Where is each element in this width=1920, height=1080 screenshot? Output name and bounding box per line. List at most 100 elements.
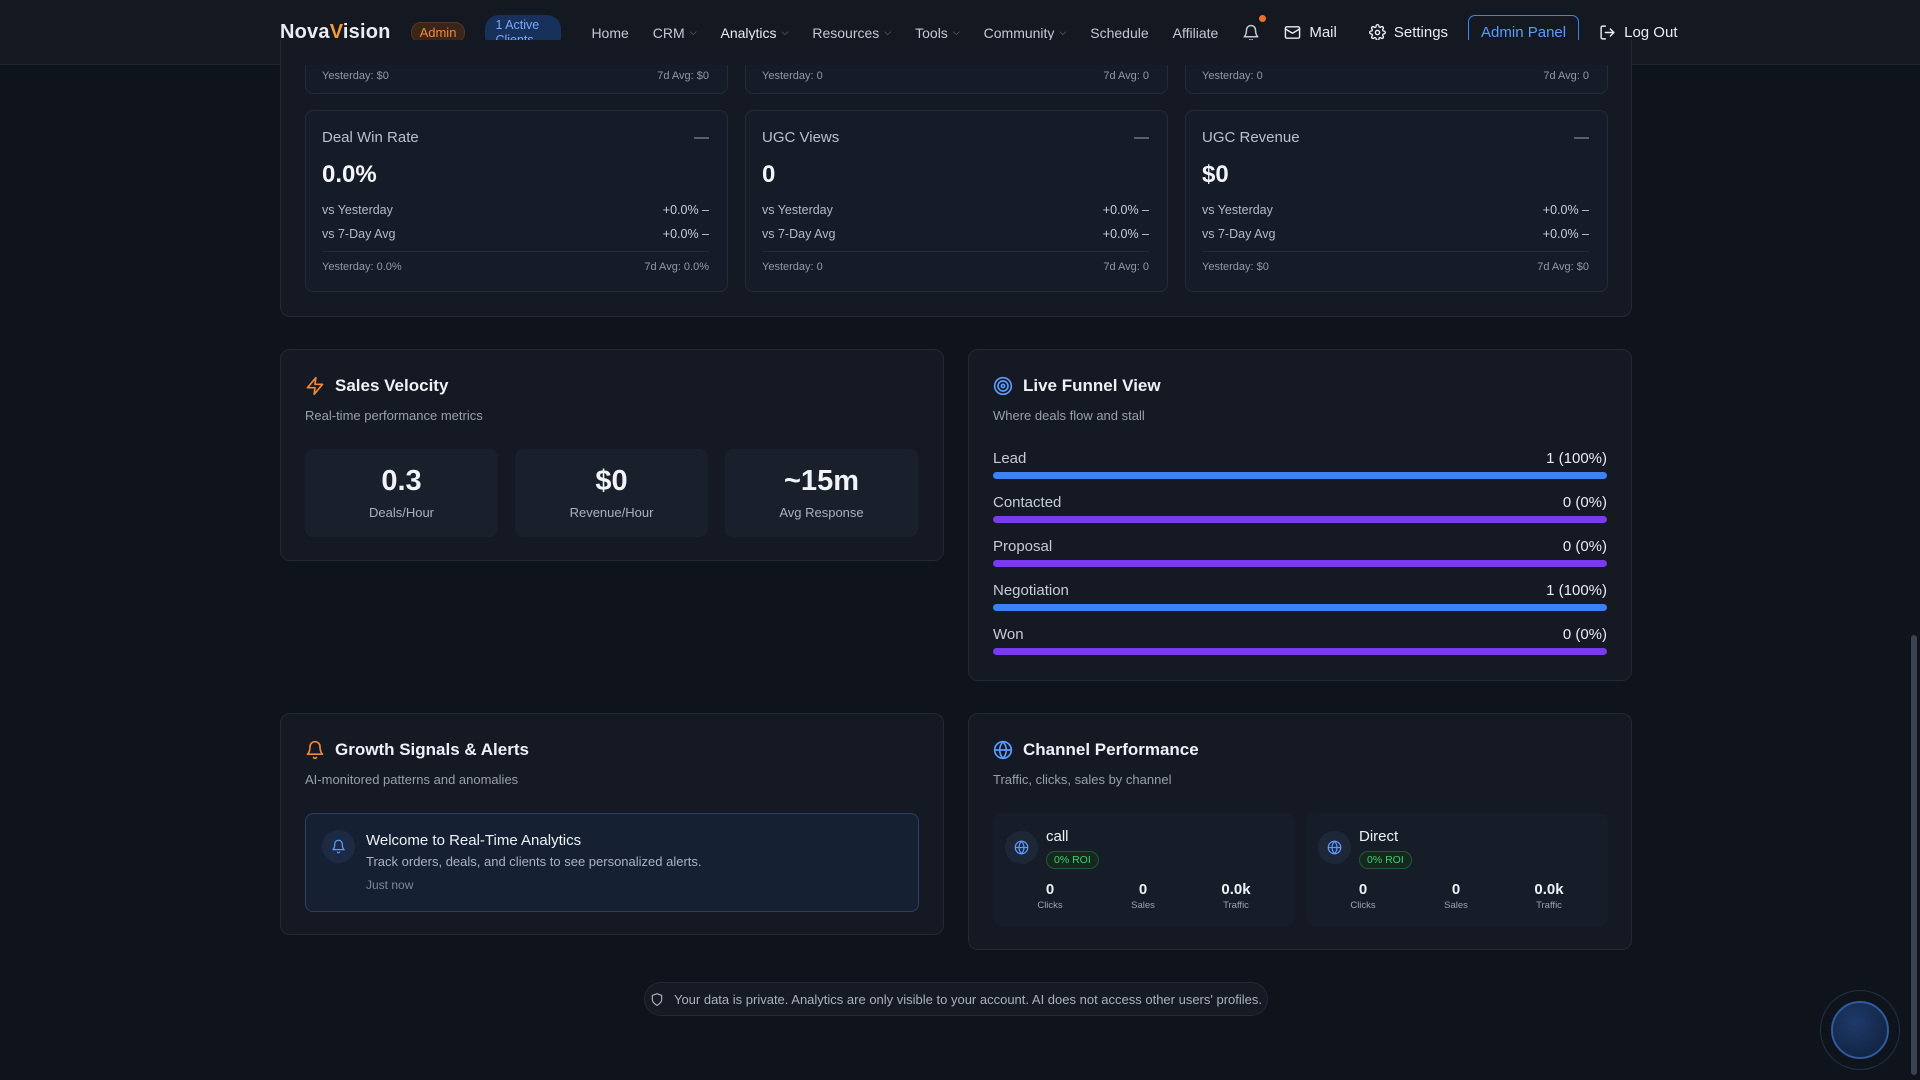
settings-link[interactable]: Settings	[1368, 24, 1448, 41]
kpi-row-label: vs Yesterday	[322, 203, 393, 217]
privacy-note: Your data is private. Analytics are only…	[644, 982, 1268, 1016]
stat-label: Sales	[1131, 900, 1155, 911]
gear-icon	[1368, 24, 1386, 41]
kpi-yesterday: Yesterday: $0	[1202, 261, 1269, 273]
logout-link[interactable]: Log Out	[1599, 24, 1677, 41]
kpi-card-partial: Yesterday: 0 7d Avg: 0	[745, 65, 1168, 94]
kpi-avg7: 7d Avg: $0	[657, 70, 709, 82]
channel-stat-traffic: 0.0k Traffic	[1196, 881, 1276, 911]
kpi-avg7: 7d Avg: 0	[1103, 261, 1149, 273]
kpi-avg7: 7d Avg: 0	[1103, 70, 1149, 82]
kpi-yesterday: Yesterday: $0	[322, 70, 389, 82]
divider	[322, 251, 709, 252]
funnel-stage-value: 0 (0%)	[1562, 538, 1607, 555]
funnel-stage-negotiation: Negotiation 1 (100%)	[993, 582, 1607, 611]
kpi-value: 0	[762, 161, 776, 188]
nav-crm[interactable]: CRM ⌵	[653, 0, 697, 65]
channel-stat-clicks: 0 Clicks	[1323, 881, 1403, 911]
roi-badge: 0% ROI	[1046, 851, 1099, 869]
kpi-vs-7day-row: vs 7-Day Avg +0.0% –	[1202, 227, 1589, 241]
kpi-delta: +0.0% –	[1542, 227, 1589, 241]
channel-stat-sales: 0 Sales	[1416, 881, 1496, 911]
channel-stat-traffic: 0.0k Traffic	[1509, 881, 1589, 911]
logo-accent: V	[329, 21, 343, 43]
channel-card-direct[interactable]: Direct 0% ROI 0 Clicks 0 Sales 0.0k Traffic	[1306, 813, 1608, 926]
kpi-foot: Yesterday: 0 7d Avg: 0	[1202, 70, 1589, 82]
funnel-stage-label: Lead	[993, 450, 1027, 467]
divider	[1202, 251, 1589, 252]
kpi-foot: Yesterday: $0 7d Avg: $0	[322, 70, 709, 82]
section-subtitle: AI-monitored patterns and anomalies	[305, 772, 519, 787]
kpi-panel: Yesterday: $0 7d Avg: $0 Yesterday: 0 7d A…	[280, 40, 1632, 317]
kpi-collapse-button[interactable]: —	[1574, 129, 1589, 146]
stat-label: Traffic	[1536, 900, 1562, 911]
mail-label: Mail	[1309, 24, 1337, 41]
stat-value: 0.0k	[1534, 881, 1564, 898]
assistant-orb-icon	[1831, 1001, 1889, 1059]
kpi-card-deal-win-rate: Deal Win Rate — 0.0% vs Yesterday +0.0% –…	[305, 110, 728, 292]
chevron-down-icon: ⌵	[1059, 27, 1067, 37]
alert-card[interactable]: Welcome to Real-Time Analytics Track ord…	[305, 813, 919, 912]
kpi-delta: +0.0% –	[662, 227, 709, 241]
kpi-card-ugc-revenue: UGC Revenue — $0 vs Yesterday +0.0% – vs …	[1185, 110, 1608, 292]
chevron-down-icon: ⌵	[781, 27, 789, 37]
velocity-label: Revenue/Hour	[569, 505, 654, 520]
chevron-down-icon: ⌵	[952, 27, 960, 37]
nav-schedule[interactable]: Schedule	[1090, 0, 1148, 65]
kpi-row-label: vs Yesterday	[762, 203, 833, 217]
app-logo[interactable]: NovaVision	[280, 21, 391, 44]
nav-tools[interactable]: Tools ⌵	[915, 0, 960, 65]
kpi-delta: +0.0% –	[1102, 203, 1149, 217]
kpi-vs-yesterday-row: vs Yesterday +0.0% –	[762, 203, 1149, 217]
growth-signals-panel: Growth Signals & Alerts AI-monitored pat…	[280, 713, 944, 935]
velocity-revenue-per-hour: $0 Revenue/Hour	[515, 449, 708, 537]
assistant-fab-button[interactable]	[1820, 990, 1900, 1070]
nav-label: Schedule	[1090, 24, 1149, 41]
kpi-row-label: vs Yesterday	[1202, 203, 1273, 217]
stat-value: 0	[1138, 881, 1148, 898]
funnel-bar	[993, 516, 1607, 523]
stat-label: Sales	[1444, 900, 1468, 911]
mail-link[interactable]: Mail	[1284, 24, 1337, 41]
section-subtitle: Real-time performance metrics	[305, 408, 483, 423]
velocity-value: ~15m	[784, 465, 859, 497]
section-title: Growth Signals & Alerts	[335, 740, 529, 759]
kpi-collapse-button[interactable]: —	[694, 129, 709, 146]
channel-card-call[interactable]: call 0% ROI 0 Clicks 0 Sales 0.0k Traffic	[993, 813, 1295, 926]
chevron-down-icon: ⌵	[689, 27, 697, 37]
section-title: Sales Velocity	[335, 376, 449, 395]
kpi-collapse-button[interactable]: —	[1134, 129, 1149, 146]
scrollbar-thumb[interactable]	[1911, 635, 1917, 1075]
stat-value: 0	[1451, 881, 1461, 898]
funnel-stage-contacted: Contacted 0 (0%)	[993, 494, 1607, 523]
section-header: Sales Velocity	[305, 376, 448, 396]
roi-badge: 0% ROI	[1359, 851, 1412, 869]
funnel-stage-won: Won 0 (0%)	[993, 626, 1607, 655]
nav-community[interactable]: Community ⌵	[984, 0, 1067, 65]
velocity-value: 0.3	[381, 465, 422, 497]
funnel-stage-label: Negotiation	[993, 582, 1069, 599]
kpi-foot: Yesterday: 0 7d Avg: 0	[762, 70, 1149, 82]
kpi-foot: Yesterday: 0 7d Avg: 0	[762, 261, 1149, 273]
channel-performance-panel: Channel Performance Traffic, clicks, sal…	[968, 713, 1632, 950]
funnel-stage-proposal: Proposal 0 (0%)	[993, 538, 1607, 567]
kpi-value: $0	[1202, 161, 1229, 188]
alert-time: Just now	[366, 878, 414, 892]
live-funnel-panel: Live Funnel View Where deals flow and st…	[968, 349, 1632, 681]
stat-label: Traffic	[1223, 900, 1249, 911]
logo-text: Nova	[280, 21, 330, 43]
stat-label: Clicks	[1350, 900, 1376, 911]
nav-affiliate[interactable]: Affiliate	[1173, 0, 1219, 65]
kpi-yesterday: Yesterday: 0	[762, 70, 823, 82]
channel-globe-icon	[1318, 831, 1351, 864]
velocity-deals-per-hour: 0.3 Deals/Hour	[305, 449, 498, 537]
funnel-bar	[993, 472, 1607, 479]
section-subtitle: Traffic, clicks, sales by channel	[993, 772, 1172, 787]
kpi-yesterday: Yesterday: 0	[762, 261, 823, 273]
funnel-bar	[993, 560, 1607, 567]
nav-resources[interactable]: Resources ⌵	[812, 0, 891, 65]
nav-home[interactable]: Home	[591, 0, 628, 65]
kpi-foot: Yesterday: $0 7d Avg: $0	[1202, 261, 1589, 273]
funnel-stage-label: Won	[993, 626, 1024, 643]
alert-bell-icon	[322, 830, 355, 863]
